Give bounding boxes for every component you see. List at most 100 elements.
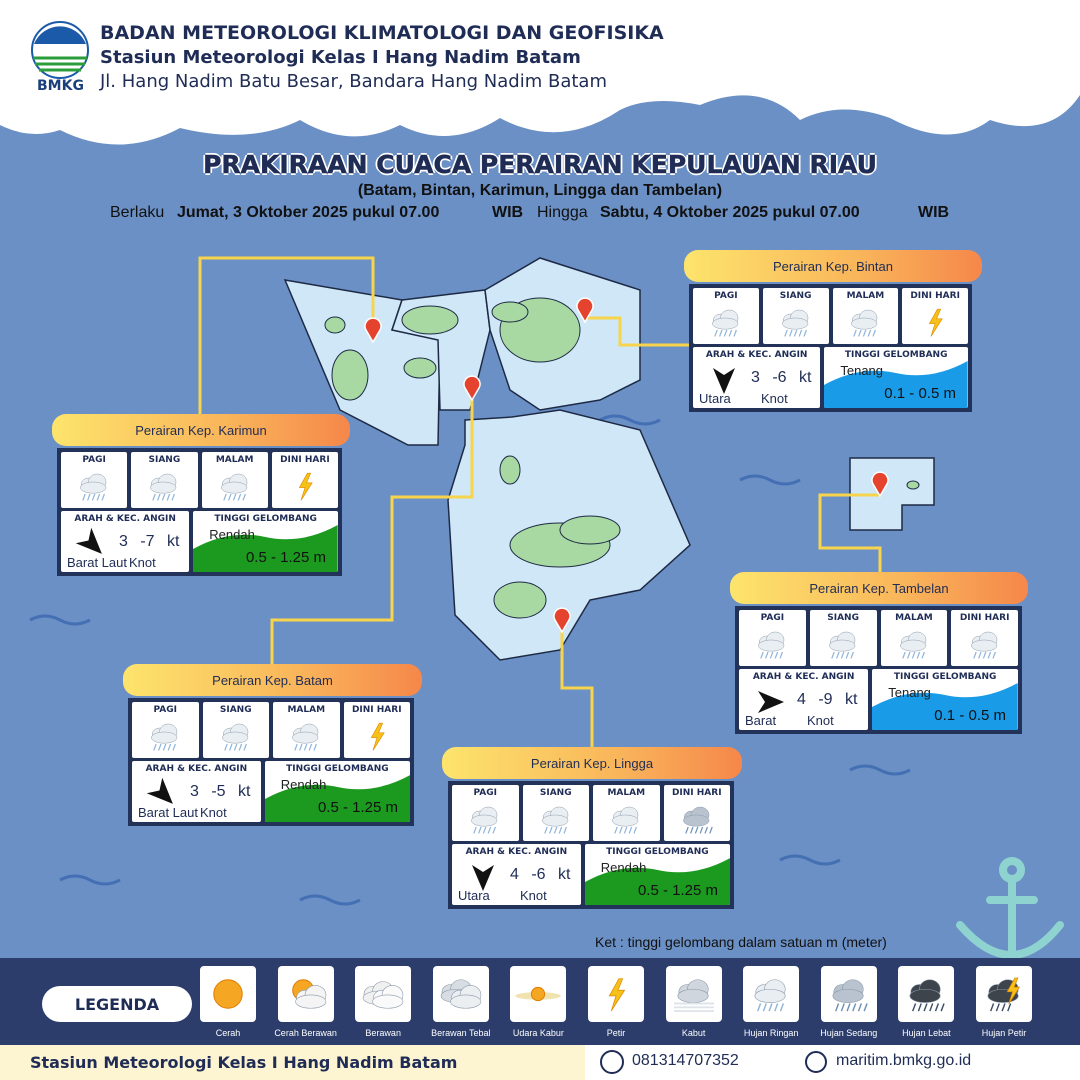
legend-item: Hujan Ringan: [743, 1028, 799, 1038]
connector-line: [585, 316, 689, 347]
cloud-part: [471, 814, 498, 827]
rain-drop: [760, 651, 765, 659]
wave-stroke: [59, 874, 121, 886]
rain-drop: [770, 651, 774, 659]
wind-direction: Utara: [458, 888, 490, 903]
logo-text: BMKG: [37, 78, 84, 94]
wind-arrow: [75, 527, 102, 554]
rain-drop: [850, 651, 855, 659]
lightning: [370, 722, 385, 751]
legend-item: Hujan Petir: [981, 1028, 1027, 1038]
weather-icon: [150, 473, 177, 501]
weather-icon: [440, 979, 482, 1009]
rain-drop: [694, 826, 699, 834]
wind-direction: Barat Laut: [67, 555, 127, 570]
validity-from: Jumat, 3 Oktober 2025 pukul 07.00: [177, 204, 440, 221]
weather-icon: [541, 806, 568, 834]
weather-icon: [987, 977, 1021, 1012]
rain-drop: [624, 826, 628, 834]
period-label: DINI HARI: [280, 455, 330, 465]
connector-line: [270, 392, 474, 664]
rain-drop: [916, 651, 921, 659]
wind-arrow: [472, 865, 494, 891]
main-title: PRAKIRAAN CUACA PERAIRAN KEPULAUAN RIAU: [203, 150, 877, 180]
rain-drop: [831, 651, 835, 659]
period-cell: SIANG: [522, 785, 589, 841]
island: [906, 480, 920, 490]
note: Ket : tinggi gelombang dalam satuan m (m…: [595, 934, 887, 950]
forecast-panel: PAGI SIANG MALAM DINI HARI ARAH & KEC. ANGIN…: [689, 284, 972, 412]
wave-label: TINGGI GELOMBANG: [214, 514, 317, 524]
period-cell: SIANG: [202, 702, 269, 758]
islands: [324, 297, 920, 619]
rain-drop: [779, 651, 784, 659]
anchor-body: [956, 876, 1064, 959]
forecast-panel: PAGI SIANG MALAM DINI HARI ARAH & KEC. ANGIN…: [735, 606, 1022, 734]
wind-direction: Barat Laut: [138, 805, 198, 820]
island: [559, 515, 621, 545]
cloud-part: [150, 481, 177, 494]
legend-icon-box: [510, 966, 567, 1022]
period-cell: DINI HARI: [663, 785, 730, 841]
pins: [364, 297, 889, 634]
wave-area: [872, 683, 1018, 730]
validity-to: Sabtu, 4 Oktober 2025 pukul 07.00: [600, 204, 860, 221]
wave-shape: [584, 858, 730, 905]
wave-area: [584, 858, 730, 905]
wave-label: TINGGI GELOMBANG: [893, 672, 997, 682]
rain-drop: [294, 743, 299, 751]
wave-cell: TINGGI GELOMBANG Rendah 0.5 - 1.25 m: [584, 844, 730, 905]
validity-tz: WIB: [918, 204, 950, 221]
legend-title: LEGENDA: [74, 995, 160, 1014]
rain-drop: [492, 826, 497, 834]
lightning: [298, 472, 313, 501]
wave-label: TINGGI GELOMBANG: [286, 764, 389, 774]
location-pin: [463, 375, 481, 402]
rain-drop: [548, 826, 553, 834]
weather-icon: [781, 309, 808, 337]
period-cell: DINI HARI: [951, 610, 1018, 666]
period-label: PAGI: [760, 613, 785, 623]
rain-drop: [803, 329, 807, 337]
period-label: PAGI: [82, 455, 106, 465]
rain-drop: [992, 651, 996, 659]
weather-icon: [682, 806, 713, 834]
rain-drop: [689, 826, 694, 834]
waves: [29, 414, 911, 906]
weather-icon: [298, 472, 313, 501]
period-cell: DINI HARI: [271, 452, 338, 508]
rain-drop: [238, 743, 242, 751]
rain-drop: [923, 1003, 929, 1012]
wave-stroke: [739, 474, 801, 486]
legend-item: Hujan Lebat: [902, 1028, 951, 1038]
rain-drop: [558, 826, 562, 834]
wave-shape: [264, 775, 410, 822]
period-label: MALAM: [895, 613, 933, 623]
rain-drop: [863, 329, 867, 337]
period-label: PAGI: [714, 291, 738, 301]
rain-drop: [868, 329, 872, 337]
island: [401, 305, 459, 335]
wave-area: [193, 525, 338, 572]
rain-drop: [228, 743, 233, 751]
rain-drop: [906, 651, 911, 659]
wind-direction: Utara: [699, 391, 731, 406]
rain-drop: [304, 743, 308, 751]
rain-drop: [233, 743, 238, 751]
period-cell: MALAM: [880, 610, 948, 666]
org-name: BADAN METEOROLOGI KLIMATOLOGI DAN GEOFIS…: [100, 22, 664, 44]
rain-drop: [162, 493, 166, 501]
rain-drop: [834, 1003, 840, 1012]
forecast-panel: PAGI SIANG MALAM DINI HARI ARAH & KEC. ANGIN…: [448, 781, 734, 909]
period-cell: SIANG: [809, 610, 877, 666]
connector-line: [560, 622, 594, 747]
cloud-part: [851, 317, 878, 330]
period-label: DINI HARI: [959, 613, 1010, 623]
footer-phone: 081314707352: [632, 1052, 739, 1069]
rain-drop: [153, 743, 158, 751]
panel-title: Perairan Kep. Lingga: [442, 747, 742, 779]
wave-stroke: [29, 614, 91, 626]
rain-drop: [543, 826, 548, 834]
period-label: DINI HARI: [351, 705, 402, 715]
